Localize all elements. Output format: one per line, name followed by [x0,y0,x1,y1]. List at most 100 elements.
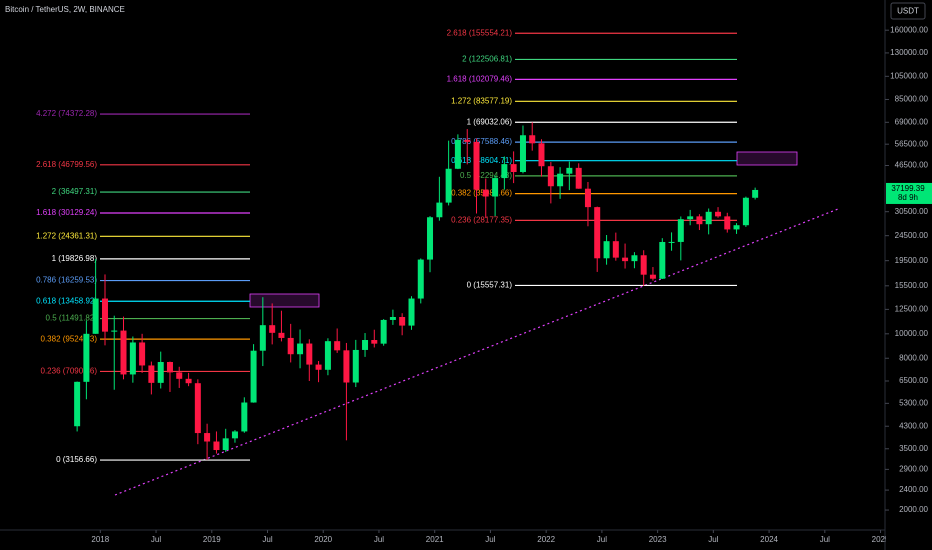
fib-label: 2.618 (155554.21) [447,28,513,37]
fib-label: 1.272 (24361.31) [36,231,97,240]
fib-label: 2 (36497.31) [52,187,98,196]
y-tick-label: 8000.00 [899,353,928,362]
y-tick-label: 4300.00 [899,421,928,430]
candle-body [640,255,647,275]
fib-label: 0.5 (42294.48) [460,171,512,180]
candle-body [603,241,610,259]
candle-body [259,325,266,351]
y-tick-label: 15500.00 [895,281,929,290]
fib-label: 0.236 (28177.35) [451,215,512,224]
chart-title: Bitcoin / TetherUS, 2W, BINANCE [5,5,125,14]
y-tick-label: 5300.00 [899,398,928,407]
x-tick-label: 2025 [872,535,890,544]
candle-body [529,135,536,144]
x-tick-label: Jul [485,535,495,544]
fib-label: 2 (122506.81) [462,55,512,64]
candle-body [464,139,471,142]
fib-label: 0.618 (13458.92) [36,296,97,305]
fib-label: 0.236 (7090.86) [41,367,98,376]
y-tick-label: 105000.00 [890,71,928,80]
candle-body [584,188,591,208]
fib-label: 0 (3156.66) [56,455,97,464]
candle-body [436,202,443,218]
fib-label: 0.618 (48604.71) [451,156,512,165]
candle-body [724,216,731,230]
candle-body [408,298,415,326]
x-tick-label: Jul [597,535,607,544]
fib-label: 0.786 (57588.46) [451,137,512,146]
y-tick-label: 2900.00 [899,464,928,473]
candle-body [742,197,749,226]
candle-body [83,333,90,382]
candle-body [269,325,276,333]
y-tick-label: 2400.00 [899,485,928,494]
x-tick-label: 2020 [314,535,332,544]
price-tag-label: 37199.39 [891,184,925,193]
x-tick-label: 2018 [91,535,109,544]
candle-body [482,189,489,197]
candle-body [101,298,108,332]
candle-body [176,372,183,379]
y-tick-label: 3500.00 [899,444,928,453]
candle-body [594,207,601,259]
price-tag [886,182,932,204]
candle-body [194,383,201,434]
price-axis-cover [886,530,932,550]
candle-body [278,332,285,338]
x-tick-label: 2022 [537,535,555,544]
fib-label: 0.382 (9524.73) [41,334,98,343]
candle-body [166,362,173,373]
currency-button[interactable] [890,2,926,20]
candle-body [399,316,406,326]
candle-body [454,139,461,169]
candle-body [501,164,508,179]
candle-body [111,330,118,332]
candle-body [204,433,211,442]
plot-area: 4.272 (74372.28) 2.618 (46799.56) 2 (36497… [36,28,839,496]
price-axis-panel [885,0,932,550]
x-tick-label: 2024 [760,535,778,544]
x-tick-label: Jul [374,535,384,544]
y-tick-label: 160000.00 [890,25,928,34]
candle-body [417,259,424,299]
candle-body [575,167,582,189]
candle-body [696,216,703,225]
candle-body [306,343,313,365]
y-tick-label: 19500.00 [895,256,929,265]
zone-box [249,293,320,308]
candle-body [334,341,341,351]
fib-label: 0 (15557.31) [467,281,513,290]
candle-body [120,330,127,375]
countdown: 8d 9h [898,193,918,202]
candle-body [213,441,220,451]
candle-body [715,211,722,217]
candle-body [510,164,517,173]
y-tick-label: 12500.00 [895,304,929,313]
candle-body [129,342,136,375]
candle-body [492,178,499,197]
x-tick-label: 2021 [426,535,444,544]
fib-label: 0.382 (35983.66) [451,189,512,198]
fib-label: 1 (19826.98) [52,254,98,263]
candle-body [287,337,294,355]
candle-body [157,362,164,383]
x-tick-label: 2023 [649,535,667,544]
candle-body [362,340,369,350]
x-tick-label: 2019 [203,535,221,544]
candle-body [139,342,146,366]
candle-body [519,135,526,173]
fib-label: 1.272 (83577.19) [451,96,512,105]
y-tick-label: 24500.00 [895,231,929,240]
candle-body [380,319,387,344]
currency-label[interactable]: USDT [897,7,919,16]
y-tick-label: 130000.00 [890,48,928,57]
candle-body [677,219,684,242]
candle-body [352,349,359,383]
candle-body [222,438,229,451]
candle-body [250,350,257,403]
candle-body [705,211,712,225]
candle-body [371,340,378,344]
fib-label: 1.618 (30129.24) [36,208,97,217]
y-tick-label: 69000.00 [895,117,929,126]
